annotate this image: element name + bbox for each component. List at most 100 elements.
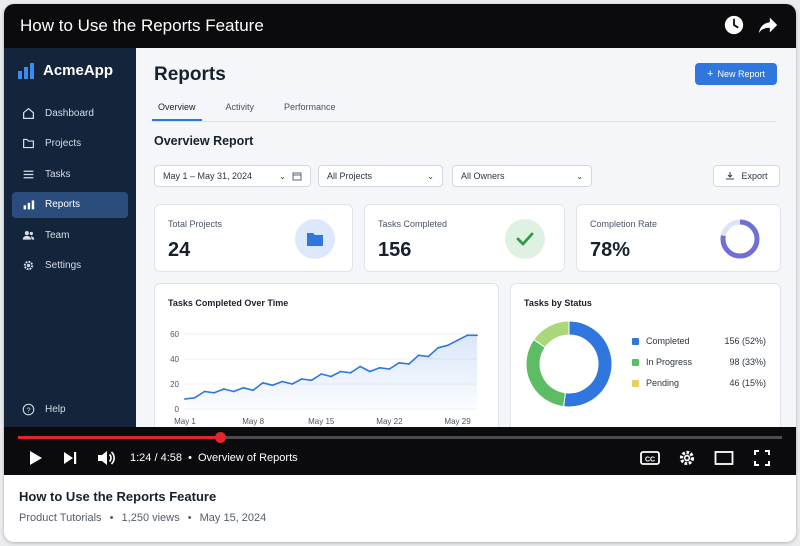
calendar-icon bbox=[292, 172, 302, 181]
data-point bbox=[339, 370, 342, 373]
data-point bbox=[388, 368, 391, 370]
time-display: 1:24 / 4:58 • Overview of Reports bbox=[130, 452, 298, 464]
channel-name[interactable]: Product Tutorials bbox=[19, 512, 102, 524]
project-select-value: All Projects bbox=[327, 171, 373, 181]
legend-item-completed: Completed 156 (52%) bbox=[632, 336, 766, 346]
status-chart-card: Tasks by Status Completed 156 (52%) In P… bbox=[510, 283, 781, 427]
data-point bbox=[417, 354, 420, 357]
export-button[interactable]: Export bbox=[713, 165, 780, 187]
share-icon[interactable] bbox=[757, 14, 779, 36]
brand: AcmeApp bbox=[18, 62, 113, 79]
video-player[interactable]: How to Use the Reports Feature AcmeApp D… bbox=[4, 4, 796, 475]
owner-select-value: All Owners bbox=[461, 171, 505, 181]
settings-icon[interactable] bbox=[678, 449, 696, 467]
progress-played bbox=[18, 436, 220, 439]
sidebar-item-settings[interactable]: Settings bbox=[12, 253, 128, 279]
data-point bbox=[407, 363, 410, 365]
data-point bbox=[427, 355, 430, 358]
sidebar-item-label: Team bbox=[45, 229, 70, 241]
tasks-by-status-donut bbox=[525, 320, 613, 408]
sidebar-item-tasks[interactable]: Tasks bbox=[12, 161, 128, 187]
sidebar-item-projects[interactable]: Projects bbox=[12, 131, 128, 157]
chevron-down-icon: ⌄ bbox=[576, 171, 583, 181]
list-icon bbox=[23, 170, 34, 179]
sidebar-item-label: Reports bbox=[45, 199, 81, 211]
chevron-down-icon: ⌄ bbox=[279, 171, 286, 181]
owner-select[interactable]: All Owners ⌄ bbox=[452, 165, 592, 187]
new-report-button[interactable]: + New Report bbox=[695, 63, 777, 85]
sidebar-item-dashboard[interactable]: Dashboard bbox=[12, 100, 128, 126]
progress-bar[interactable] bbox=[18, 432, 782, 443]
download-icon bbox=[726, 172, 735, 180]
chart-title: Tasks by Status bbox=[524, 298, 592, 308]
date-range-picker[interactable]: May 1 – May 31, 2024 ⌄ bbox=[154, 165, 311, 187]
tab-activity[interactable]: Activity bbox=[225, 102, 255, 112]
data-point bbox=[456, 339, 459, 342]
data-point bbox=[466, 334, 469, 337]
captions-icon[interactable]: CC bbox=[640, 449, 660, 467]
data-point bbox=[252, 389, 255, 392]
stat-value: 156 bbox=[378, 239, 412, 261]
export-label: Export bbox=[741, 171, 768, 181]
chapter-title[interactable]: Overview of Reports bbox=[197, 452, 298, 464]
data-point bbox=[300, 378, 303, 380]
stat-value: 78% bbox=[590, 239, 631, 261]
sidebar-item-reports[interactable]: Reports bbox=[12, 191, 128, 218]
sidebar-item-label: Tasks bbox=[45, 168, 71, 180]
next-icon[interactable] bbox=[61, 449, 79, 467]
plus-icon: + bbox=[707, 68, 714, 80]
chevron-down-icon: ⌄ bbox=[427, 171, 434, 181]
volume-icon[interactable] bbox=[96, 449, 116, 467]
stat-icon-badge bbox=[295, 219, 335, 259]
data-point bbox=[193, 396, 196, 399]
data-point bbox=[281, 380, 284, 383]
section-title: Overview Report bbox=[154, 134, 254, 148]
app-screenshot: AcmeApp Dashboard Projects Tasks bbox=[4, 48, 796, 427]
tasks-over-time-chart: 0 20 40 60 May 1 May 8 May 15 May 22 May 29 bbox=[170, 330, 478, 426]
tab-performance[interactable]: Performance bbox=[284, 102, 336, 112]
data-point bbox=[320, 373, 323, 375]
data-point bbox=[330, 375, 332, 378]
tab-overview[interactable]: Overview bbox=[152, 102, 202, 121]
current-time: 1:24 / 4:58 bbox=[130, 452, 182, 464]
chart-title: Tasks Completed Over Time bbox=[168, 298, 289, 308]
data-point bbox=[232, 390, 235, 393]
folder-icon bbox=[307, 233, 323, 246]
stat-label: Tasks Completed bbox=[378, 219, 448, 229]
completion-rate-arc bbox=[720, 219, 760, 259]
bar-chart-icon bbox=[23, 200, 35, 210]
play-icon[interactable] bbox=[26, 449, 44, 467]
data-point bbox=[437, 346, 439, 349]
help-link[interactable]: ? Help bbox=[22, 403, 66, 416]
legend-swatch bbox=[632, 337, 639, 345]
y-tick-label: 0 bbox=[175, 405, 180, 414]
y-tick-label: 40 bbox=[170, 355, 179, 364]
report-tabs: Overview Activity Performance bbox=[152, 102, 342, 121]
legend-label: Pending bbox=[646, 378, 680, 388]
fullscreen-icon[interactable] bbox=[753, 449, 771, 467]
donut-slice-in-progress bbox=[525, 338, 566, 408]
stat-card-tasks-completed: Tasks Completed 156 bbox=[364, 204, 565, 272]
data-point bbox=[223, 388, 225, 390]
completion-rate-ring bbox=[720, 219, 760, 259]
legend-value: 98 (33%) bbox=[729, 357, 766, 367]
progress-scrubber[interactable] bbox=[214, 432, 226, 443]
help-label: Help bbox=[45, 404, 66, 415]
data-point bbox=[310, 379, 313, 382]
watch-later-icon[interactable] bbox=[723, 14, 745, 36]
stat-icon-badge bbox=[505, 219, 545, 259]
project-select[interactable]: All Projects ⌄ bbox=[318, 165, 443, 187]
video-title[interactable]: How to Use the Reports Feature bbox=[20, 16, 264, 35]
new-report-label: New Report bbox=[717, 69, 765, 79]
data-point bbox=[349, 371, 352, 374]
logo-icon bbox=[18, 62, 34, 79]
data-point bbox=[446, 344, 449, 347]
data-point bbox=[261, 381, 264, 384]
data-point bbox=[184, 398, 186, 400]
video-info-title[interactable]: How to Use the Reports Feature bbox=[19, 489, 217, 504]
gear-icon bbox=[23, 261, 34, 271]
sidebar-item-team[interactable]: Team bbox=[12, 222, 128, 248]
theater-mode-icon[interactable] bbox=[714, 449, 734, 467]
data-point bbox=[242, 386, 245, 389]
sidebar: AcmeApp Dashboard Projects Tasks bbox=[4, 48, 136, 427]
